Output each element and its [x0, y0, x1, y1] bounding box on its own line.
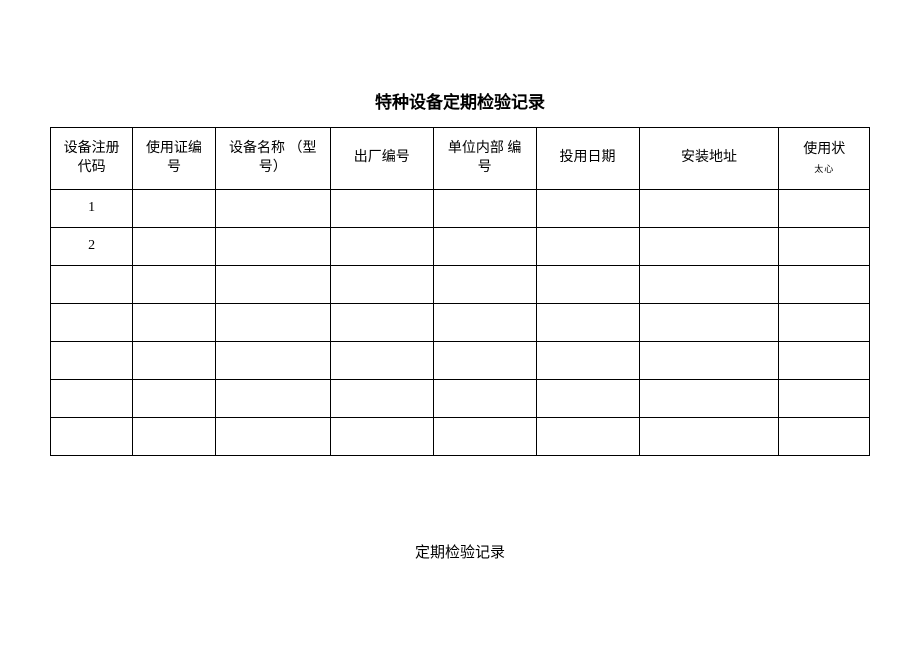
table-row: 2 [51, 228, 870, 266]
table-cell [133, 304, 215, 342]
table-cell [433, 304, 536, 342]
table-cell [133, 342, 215, 380]
col-header-label: 使用证编号 [135, 140, 212, 178]
col-header-label: 设备注册代码 [53, 140, 130, 178]
table-cell [639, 190, 779, 228]
table-cell [536, 304, 639, 342]
page-title: 特种设备定期检验记录 [0, 88, 920, 113]
col-header-factory-no: 出厂编号 [330, 128, 433, 190]
col-header-label: 单位内部 编号 [436, 140, 534, 178]
col-header-cert-no: 使用证编号 [133, 128, 215, 190]
table-cell [215, 304, 330, 342]
table-cell [133, 190, 215, 228]
table-cell: 1 [51, 190, 133, 228]
table-cell [433, 266, 536, 304]
table-cell [215, 266, 330, 304]
table-cell [779, 380, 870, 418]
table-cell: 2 [51, 228, 133, 266]
table-cell [133, 380, 215, 418]
table-header-row: 设备注册代码 使用证编号 设备名称 （型号） 出厂编号 单位内部 编号 投用日期… [51, 128, 870, 190]
table-cell [133, 266, 215, 304]
inspection-table-container: 设备注册代码 使用证编号 设备名称 （型号） 出厂编号 单位内部 编号 投用日期… [50, 127, 870, 456]
table-cell [433, 418, 536, 456]
table-cell [51, 380, 133, 418]
table-cell [536, 190, 639, 228]
table-cell [51, 342, 133, 380]
table-cell [639, 304, 779, 342]
table-cell [215, 380, 330, 418]
table-cell [133, 418, 215, 456]
table-cell [330, 304, 433, 342]
inspection-table: 设备注册代码 使用证编号 设备名称 （型号） 出厂编号 单位内部 编号 投用日期… [50, 127, 870, 456]
col-header-label: 设备名称 （型号） [218, 140, 328, 178]
table-cell [779, 266, 870, 304]
col-header-status: 使用状 太心 [779, 128, 870, 190]
table-row [51, 380, 870, 418]
table-row [51, 342, 870, 380]
table-cell [215, 228, 330, 266]
table-cell [51, 266, 133, 304]
table-cell [330, 380, 433, 418]
table-cell [433, 190, 536, 228]
table-cell [639, 418, 779, 456]
table-cell [433, 380, 536, 418]
table-row: 1 [51, 190, 870, 228]
table-cell [779, 342, 870, 380]
table-row [51, 304, 870, 342]
table-cell [536, 418, 639, 456]
table-cell [330, 266, 433, 304]
col-header-install-addr: 安装地址 [639, 128, 779, 190]
table-cell [639, 380, 779, 418]
table-cell [433, 228, 536, 266]
table-cell [536, 380, 639, 418]
col-header-label: 使用状 [781, 141, 867, 160]
table-cell [133, 228, 215, 266]
table-cell [536, 266, 639, 304]
table-cell [330, 190, 433, 228]
table-body: 12 [51, 190, 870, 456]
table-cell [639, 228, 779, 266]
table-cell [536, 228, 639, 266]
table-cell [215, 190, 330, 228]
col-header-name-model: 设备名称 （型号） [215, 128, 330, 190]
col-header-sublabel: 太心 [781, 163, 867, 175]
table-cell [536, 342, 639, 380]
table-cell [215, 342, 330, 380]
table-cell [639, 342, 779, 380]
table-cell [330, 342, 433, 380]
table-cell [779, 228, 870, 266]
table-cell [51, 418, 133, 456]
table-cell [433, 342, 536, 380]
col-header-label: 出厂编号 [333, 149, 431, 168]
table-cell [51, 304, 133, 342]
table-cell [330, 228, 433, 266]
table-cell [330, 418, 433, 456]
table-row [51, 418, 870, 456]
table-cell [639, 266, 779, 304]
secondary-title: 定期检验记录 [0, 541, 920, 562]
col-header-label: 投用日期 [539, 149, 637, 168]
col-header-label: 安装地址 [642, 149, 777, 168]
table-cell [779, 418, 870, 456]
col-header-internal-no: 单位内部 编号 [433, 128, 536, 190]
table-cell [779, 190, 870, 228]
table-row [51, 266, 870, 304]
table-cell [779, 304, 870, 342]
table-cell [215, 418, 330, 456]
col-header-reg-code: 设备注册代码 [51, 128, 133, 190]
col-header-use-date: 投用日期 [536, 128, 639, 190]
